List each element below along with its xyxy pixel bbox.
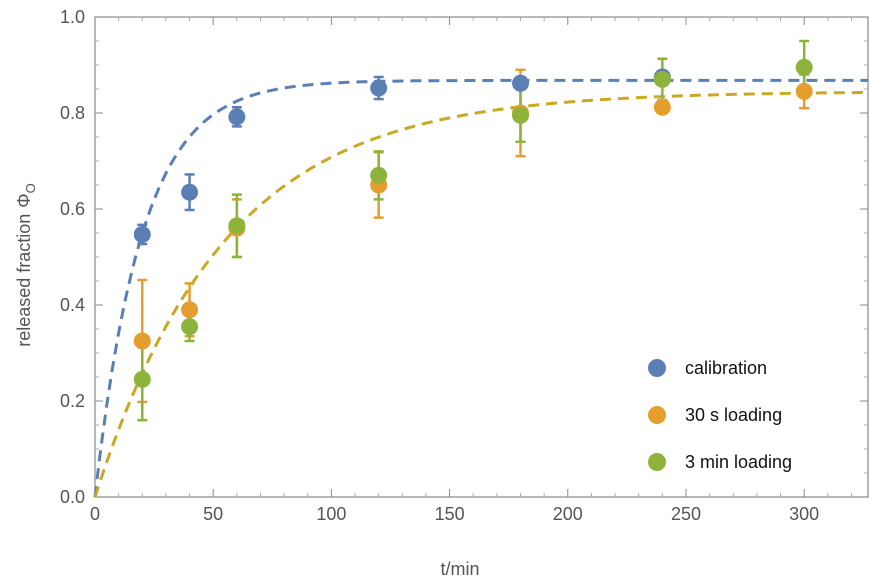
y-tick-label: 0.4 xyxy=(60,295,85,315)
data-point-3-min-loading xyxy=(228,217,246,235)
data-point-3-min-loading xyxy=(181,318,199,336)
data-point-3-min-loading xyxy=(512,106,530,124)
data-points xyxy=(133,58,813,388)
data-point-30-s-loading xyxy=(181,301,199,319)
x-tick-label: 100 xyxy=(316,504,346,524)
data-point-calibration xyxy=(370,79,388,97)
data-point-3-min-loading xyxy=(133,370,151,388)
data-point-calibration xyxy=(181,183,199,201)
y-axis-title-symbol: Φ xyxy=(14,193,34,207)
ticks: 0 50 100 150 200 250 300 0.0 0.2 0.4 0.6 0.8 1.0 xyxy=(60,7,868,524)
legend-label: calibration xyxy=(685,358,767,378)
data-point-calibration xyxy=(133,225,151,243)
x-tick-label: 250 xyxy=(671,504,701,524)
data-point-30-s-loading xyxy=(653,98,671,116)
x-tick-label: 300 xyxy=(789,504,819,524)
legend-label: 3 min loading xyxy=(685,452,792,472)
legend-marker xyxy=(648,359,666,377)
x-axis-title: t/min xyxy=(440,559,479,579)
fit-curve-0 xyxy=(93,78,868,498)
x-tick-label: 50 xyxy=(203,504,223,524)
fit-curves xyxy=(93,78,868,498)
fit-curve-1 xyxy=(93,91,868,498)
x-tick-label: 150 xyxy=(435,504,465,524)
data-point-calibration xyxy=(228,108,246,126)
y-tick-label: 0.8 xyxy=(60,103,85,123)
y-tick-label: 1.0 xyxy=(60,7,85,27)
x-tick-label: 0 xyxy=(90,504,100,524)
legend-marker xyxy=(648,406,666,424)
y-axis-title-text: released fraction xyxy=(14,214,34,347)
x-tick-label: 200 xyxy=(553,504,583,524)
legend-label: 30 s loading xyxy=(685,405,782,425)
y-axis-title: released fraction ΦO xyxy=(14,183,38,347)
y-tick-label: 0.2 xyxy=(60,391,85,411)
y-axis-title-subscript: O xyxy=(23,183,38,193)
data-point-3-min-loading xyxy=(653,70,671,88)
y-tick-label: 0.6 xyxy=(60,199,85,219)
data-point-3-min-loading xyxy=(795,58,813,76)
data-point-30-s-loading xyxy=(795,82,813,100)
data-point-calibration xyxy=(512,74,530,92)
legend-marker xyxy=(648,453,666,471)
y-tick-label: 0.0 xyxy=(60,487,85,507)
legend: calibration 30 s loading 3 min loading xyxy=(648,358,792,472)
data-point-3-min-loading xyxy=(370,166,388,184)
data-point-30-s-loading xyxy=(133,332,151,350)
